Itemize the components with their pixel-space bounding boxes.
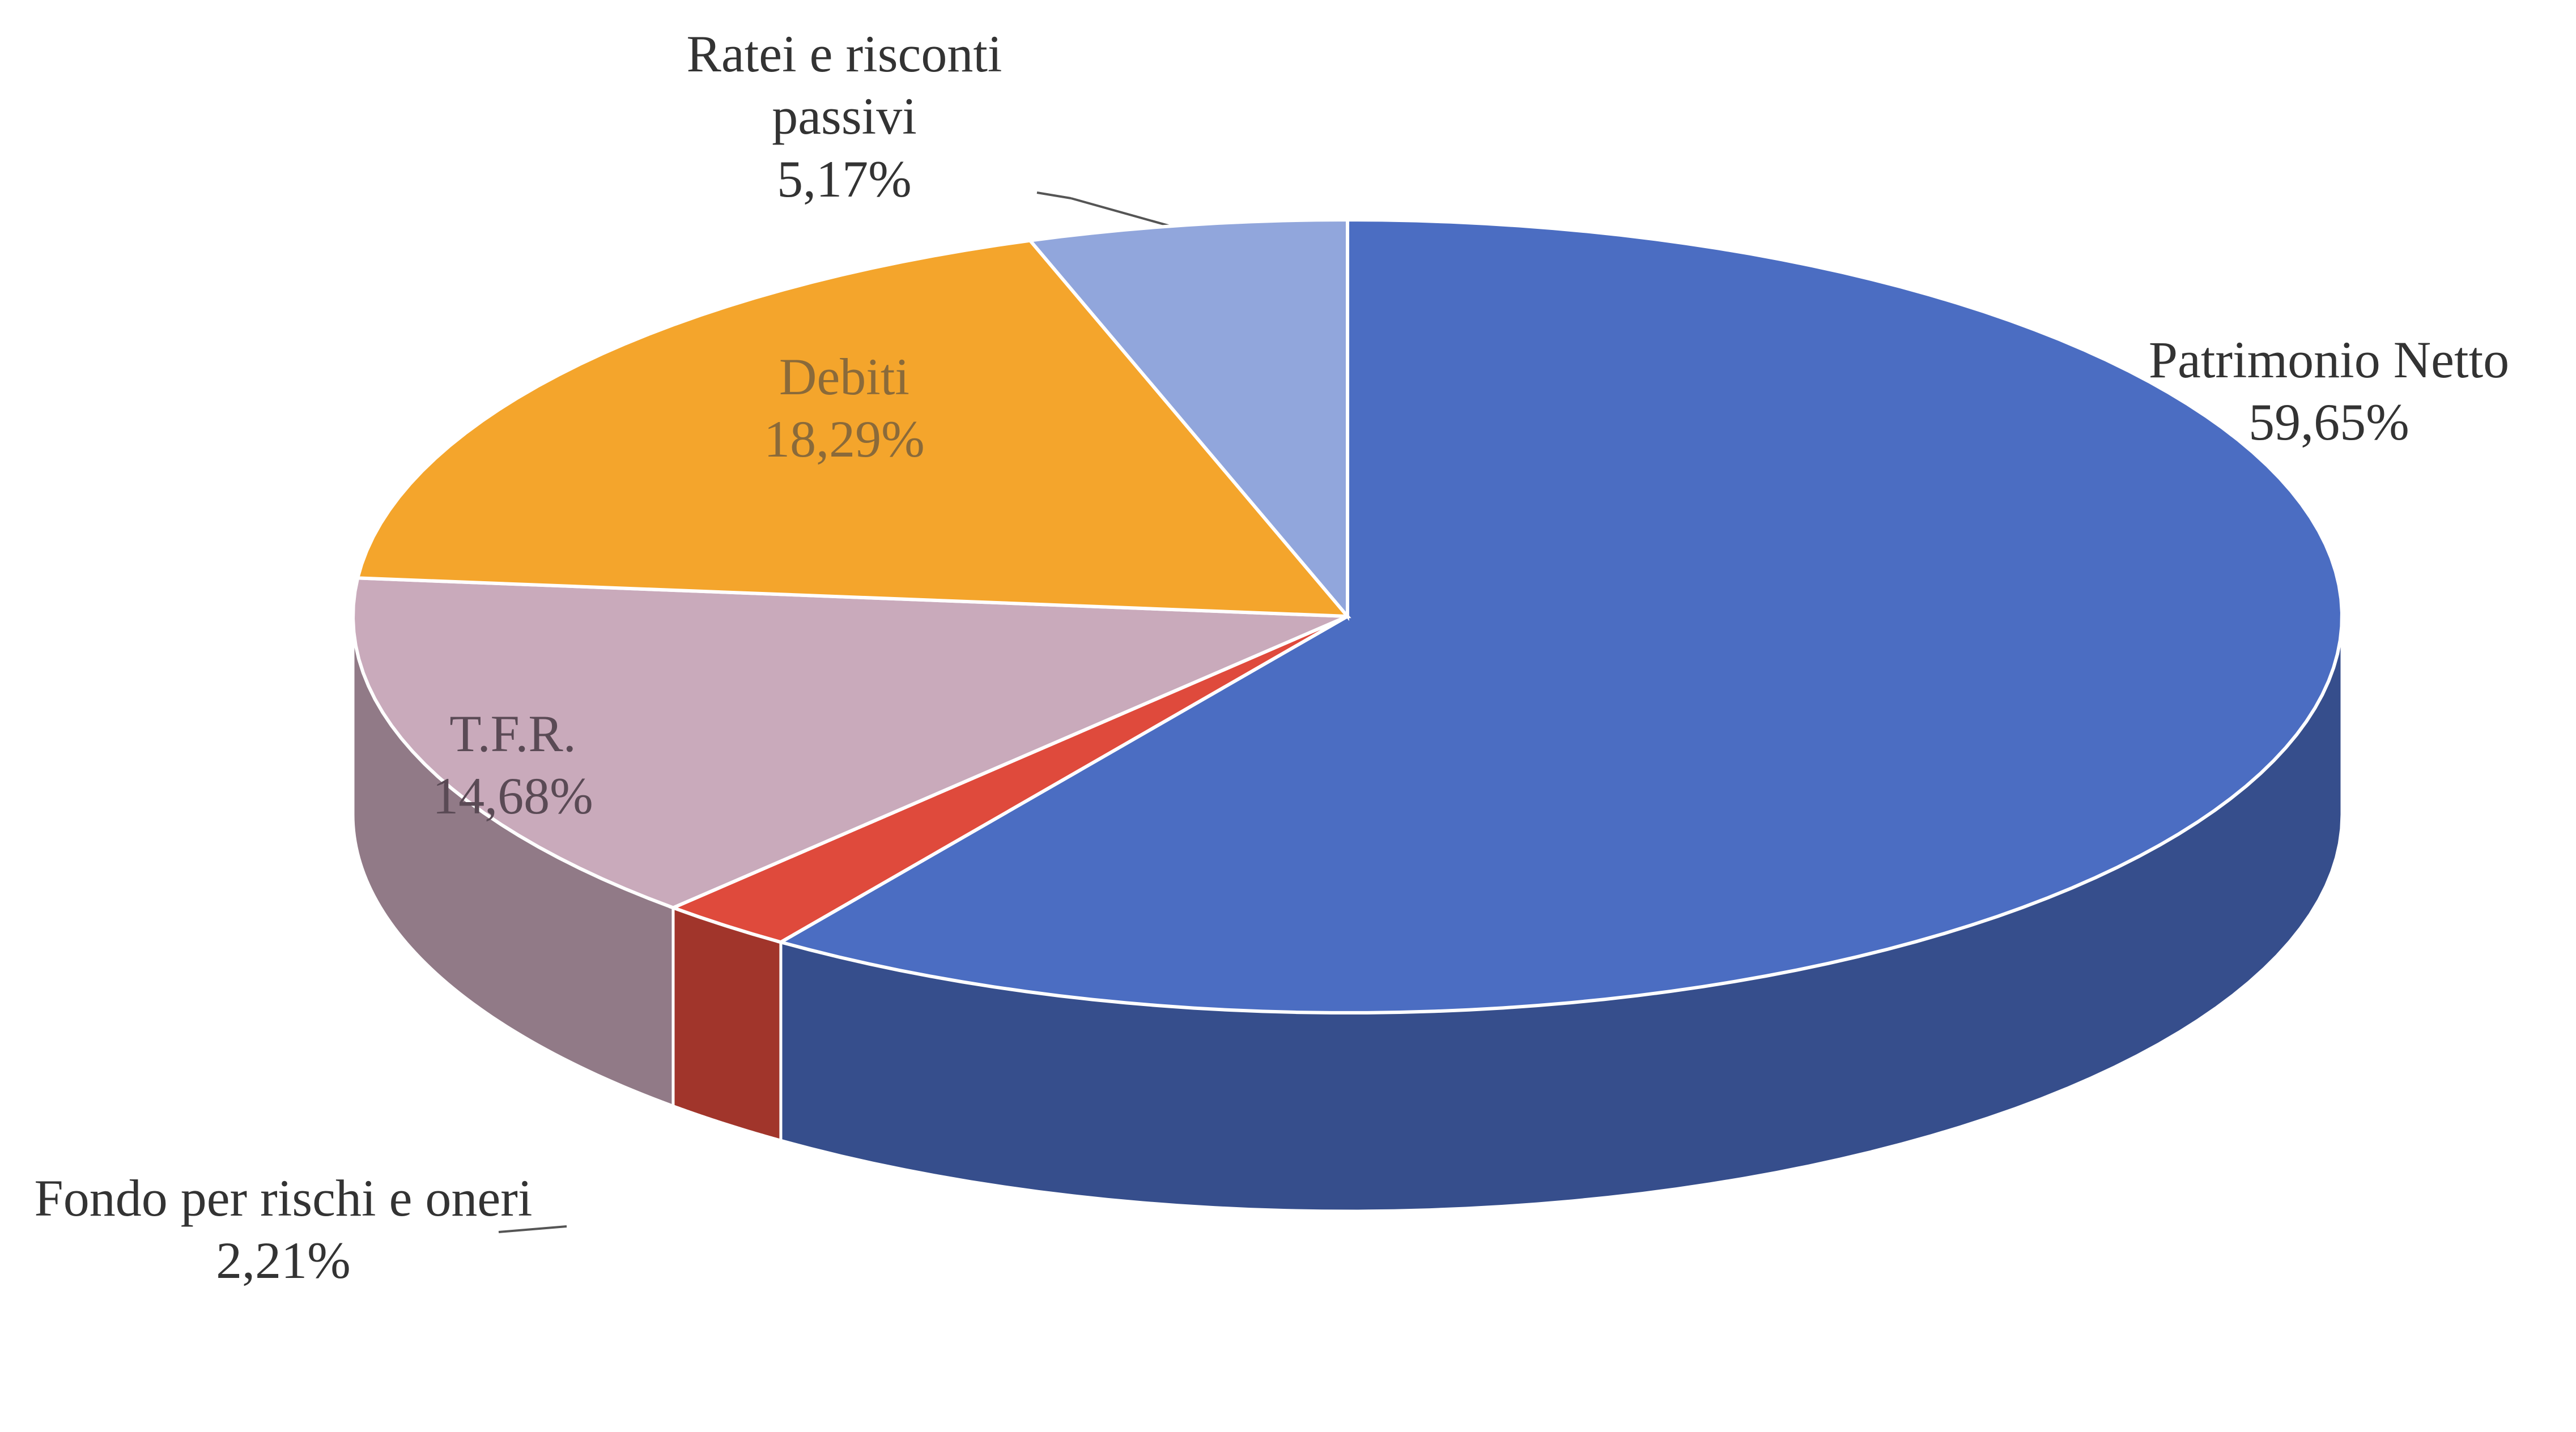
category-label: Fondo per rischi e oneri [34, 1169, 533, 1227]
pie-slice [776, 218, 2344, 1015]
pie-slice-side [671, 905, 783, 1143]
value-label: 14,68% [432, 767, 593, 825]
pie-slice [355, 238, 1351, 619]
category-label: T.F.R. [449, 705, 576, 762]
pie-slice [1027, 218, 1349, 621]
slice-label: Debiti 18,29% [646, 346, 1043, 471]
value-label: 5,17% [777, 150, 912, 208]
leader-line [1036, 191, 1072, 199]
slice-label: Fondo per rischi e oneri 2,21% [28, 1167, 538, 1292]
pie-slice [351, 576, 1349, 910]
slice-label: Ratei e risconti passivi 5,17% [629, 23, 1060, 210]
slice-label: Patrimonio Netto 59,65% [2046, 329, 2576, 454]
value-label: 59,65% [2248, 393, 2409, 451]
category-label: Debiti [779, 348, 909, 406]
category-label: Ratei e risconti passivi [686, 25, 1002, 146]
leader-line [498, 1225, 567, 1233]
value-label: 18,29% [764, 410, 925, 468]
value-label: 2,21% [216, 1231, 351, 1290]
category-label: Patrimonio Netto [2148, 331, 2510, 389]
slice-label: T.F.R. 14,68% [314, 702, 711, 828]
